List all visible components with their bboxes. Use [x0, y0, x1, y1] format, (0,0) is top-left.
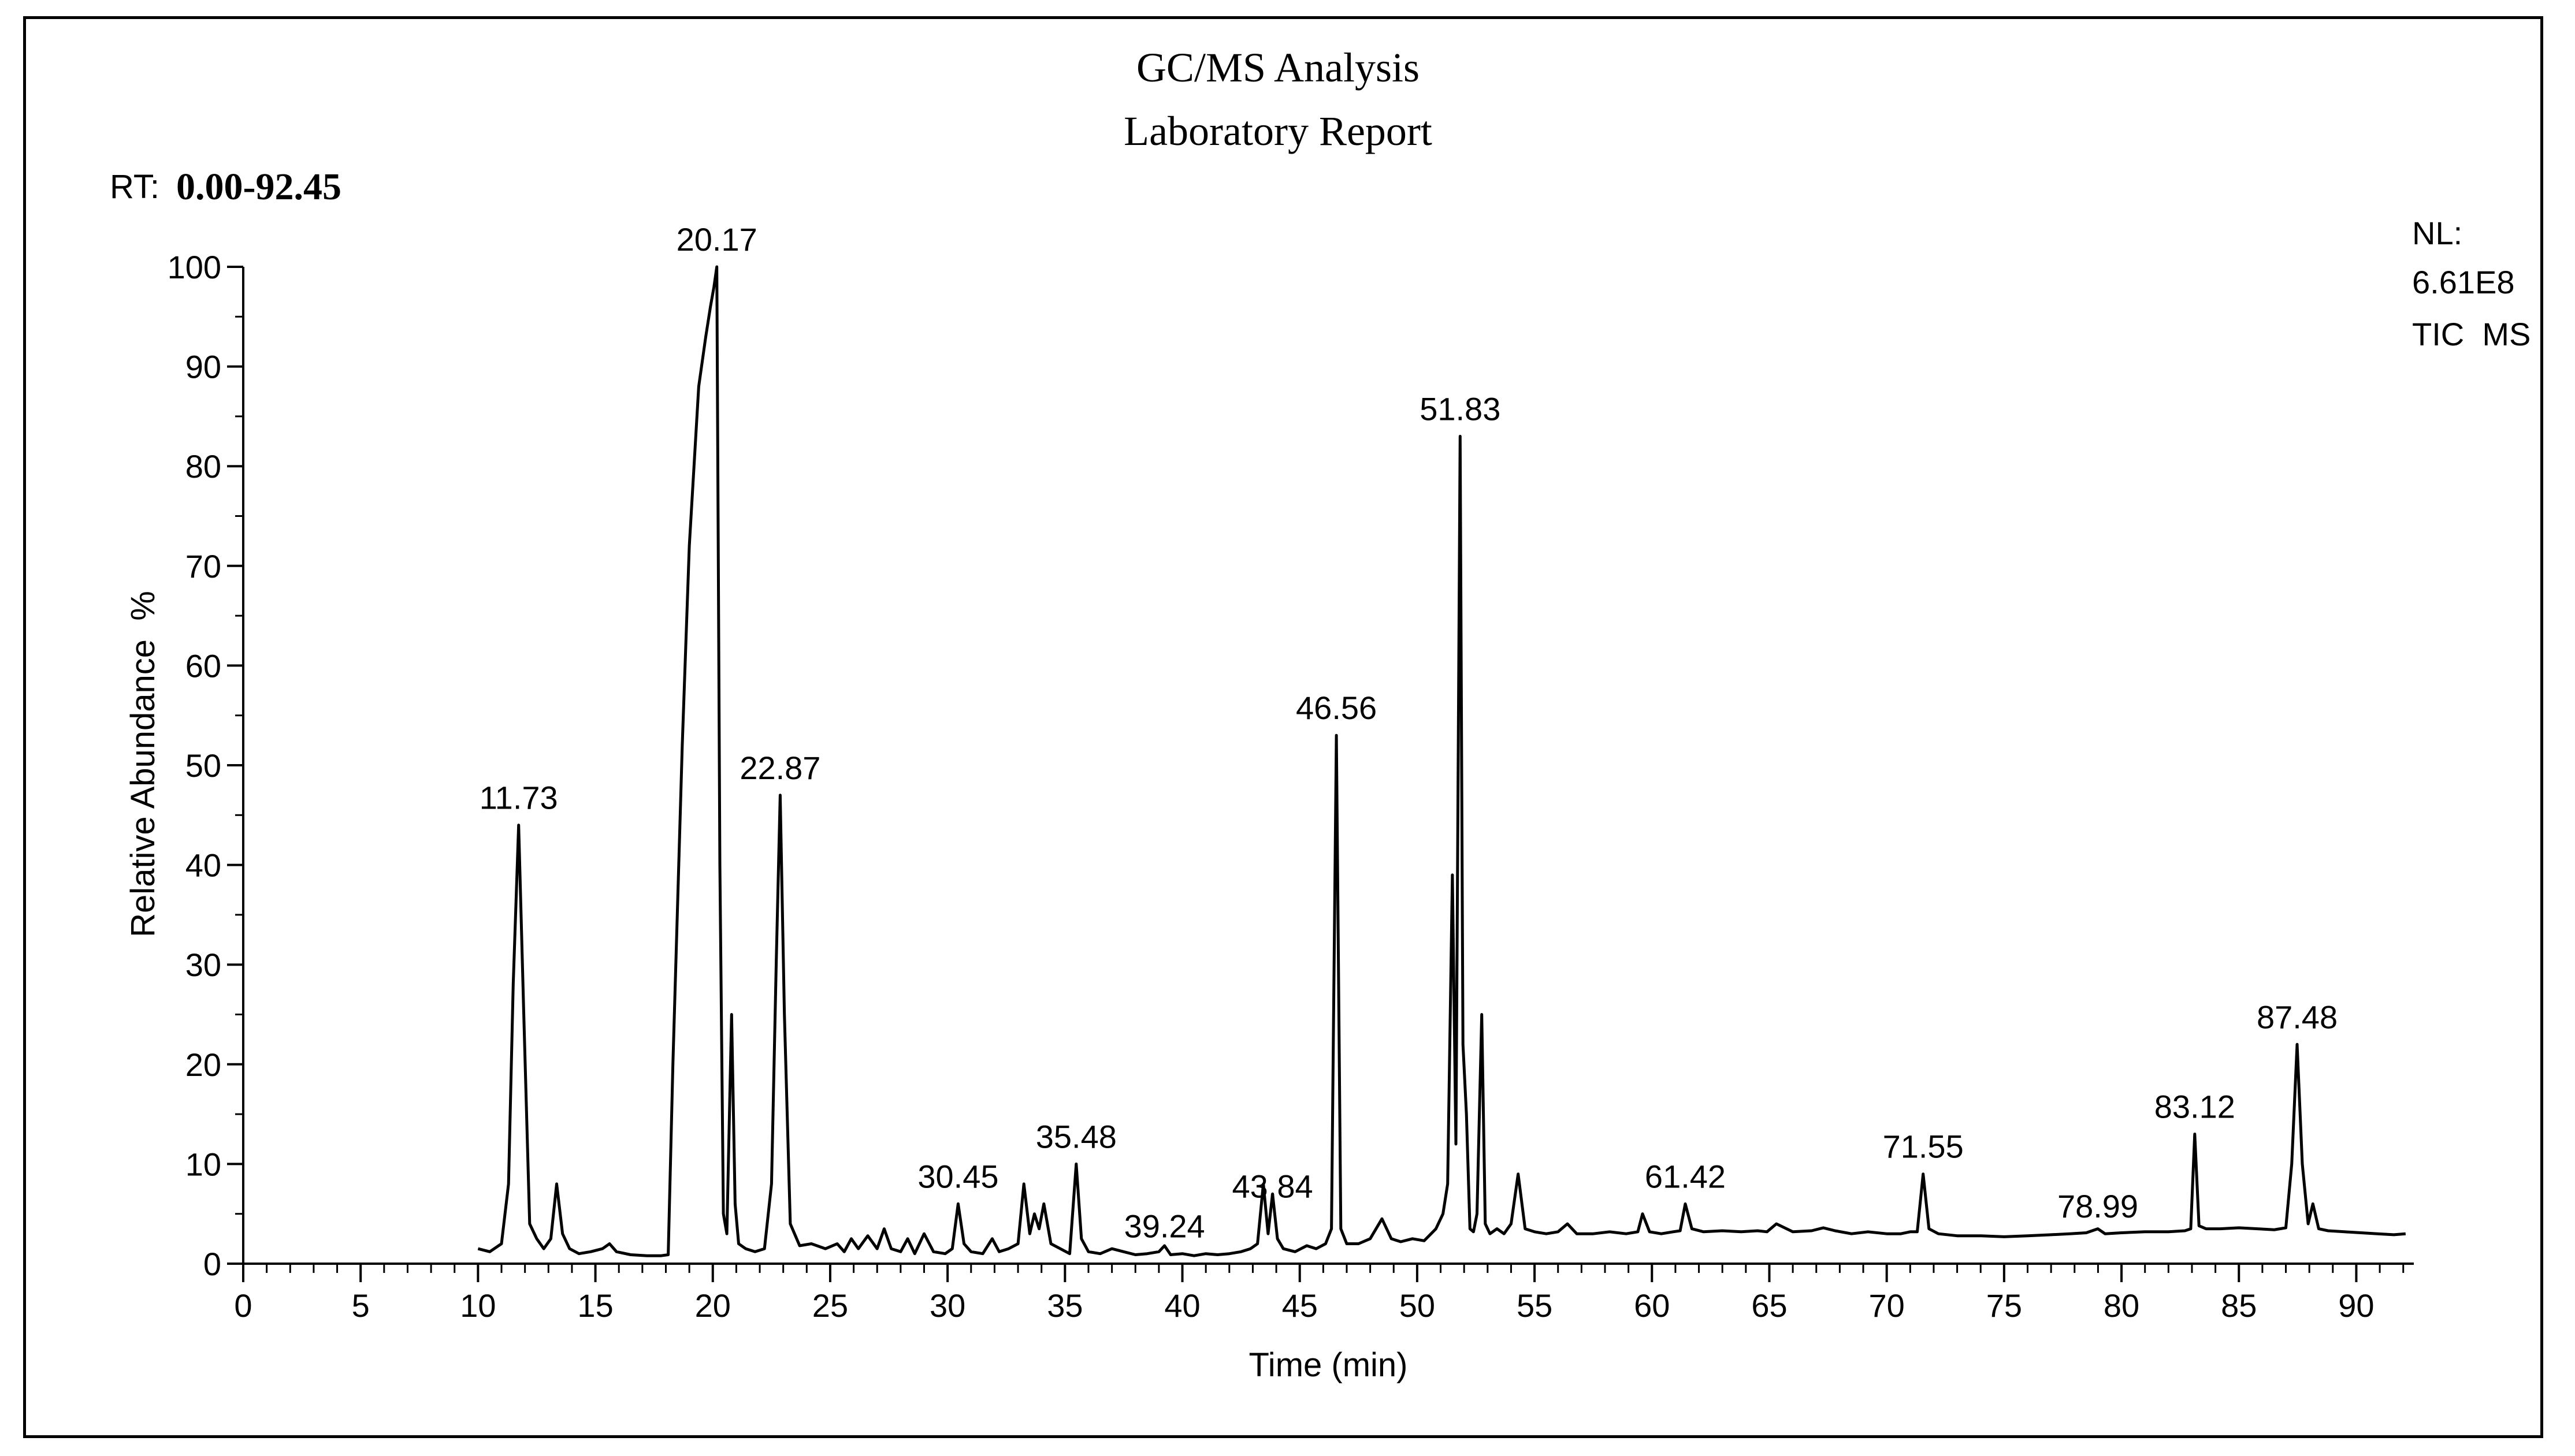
nl-label: NL: [2412, 215, 2462, 251]
y-tick-label: 90 [185, 349, 221, 385]
axes [242, 267, 2414, 1265]
peak-label: 46.56 [1296, 690, 1377, 726]
chromatogram-chart: GC/MS Analysis Laboratory Report RT: 0.0… [110, 44, 2531, 1384]
x-tick-label: 85 [2221, 1287, 2257, 1324]
y-tick-label: 30 [185, 947, 221, 983]
peak-label: 71.55 [1883, 1129, 1964, 1165]
peak-label: 22.87 [740, 750, 820, 786]
x-tick-label: 25 [812, 1287, 848, 1324]
peak-label: 43.84 [1232, 1168, 1313, 1205]
x-tick-label: 40 [1164, 1287, 1200, 1324]
y-tick-label: 70 [185, 548, 221, 584]
y-tick-label: 0 [203, 1246, 221, 1282]
peak-label: 87.48 [2257, 999, 2338, 1035]
y-tick-label: 80 [185, 448, 221, 485]
peak-label: 11.73 [480, 780, 558, 816]
peak-label: 30.45 [917, 1158, 998, 1194]
y-tick-label: 40 [185, 847, 221, 884]
y-tick-label: 50 [185, 747, 221, 784]
y-tick-label: 60 [185, 647, 221, 684]
nl-value: 6.61E8 [2412, 264, 2515, 300]
x-tick-label: 80 [2104, 1287, 2139, 1324]
x-axis-label: Time (min) [1249, 1346, 1408, 1384]
tic-trace-line [477, 265, 2406, 1257]
rt-range: 0.00-92.45 [176, 166, 341, 208]
report-frame: GC/MS Analysis Laboratory Report RT: 0.0… [23, 16, 2543, 1438]
y-tick-label: 20 [185, 1047, 221, 1083]
y-ticks: 0 10 20 30 40 50 60 70 80 90 100 [168, 249, 243, 1282]
x-tick-label: 60 [1634, 1287, 1670, 1324]
x-tick-label: 35 [1047, 1287, 1083, 1324]
chart-title: GC/MS Analysis [1136, 44, 1420, 91]
x-ticks: 0 5 10 15 20 25 30 35 40 45 50 55 60 65 70 75 80 85 90 [234, 1264, 2405, 1324]
x-tick-label: 30 [930, 1287, 965, 1324]
chart-subtitle: Laboratory Report [1124, 108, 1432, 154]
peak-label: 20.17 [677, 221, 757, 258]
y-tick-label: 10 [185, 1146, 221, 1182]
x-tick-label: 15 [577, 1287, 613, 1324]
y-tick-label: 100 [168, 249, 221, 285]
rt-label: RT: [110, 168, 159, 206]
x-tick-label: 55 [1517, 1287, 1552, 1324]
x-tick-label: 5 [352, 1287, 370, 1324]
peak-label: 61.42 [1645, 1158, 1726, 1194]
peak-labels: 11.73 20.17 22.87 30.45 35.48 39.24 43.84 46.56… [480, 221, 2338, 1245]
y-axis-label: Relative Abundance % [124, 591, 162, 937]
x-tick-label: 50 [1399, 1287, 1435, 1324]
x-tick-label: 20 [695, 1287, 731, 1324]
peak-label: 35.48 [1036, 1118, 1117, 1155]
x-tick-label: 0 [234, 1287, 252, 1324]
x-tick-label: 70 [1869, 1287, 1905, 1324]
x-tick-label: 90 [2338, 1287, 2374, 1324]
trace-type: TIC MS [2412, 316, 2531, 352]
x-tick-label: 75 [1986, 1287, 2022, 1324]
peak-label: 83.12 [2154, 1089, 2235, 1125]
peak-label: 78.99 [2057, 1188, 2138, 1224]
x-tick-label: 10 [460, 1287, 496, 1324]
peak-label: 39.24 [1124, 1208, 1205, 1245]
x-tick-label: 65 [1751, 1287, 1787, 1324]
peak-label: 51.83 [1420, 390, 1500, 427]
x-tick-label: 45 [1282, 1287, 1318, 1324]
